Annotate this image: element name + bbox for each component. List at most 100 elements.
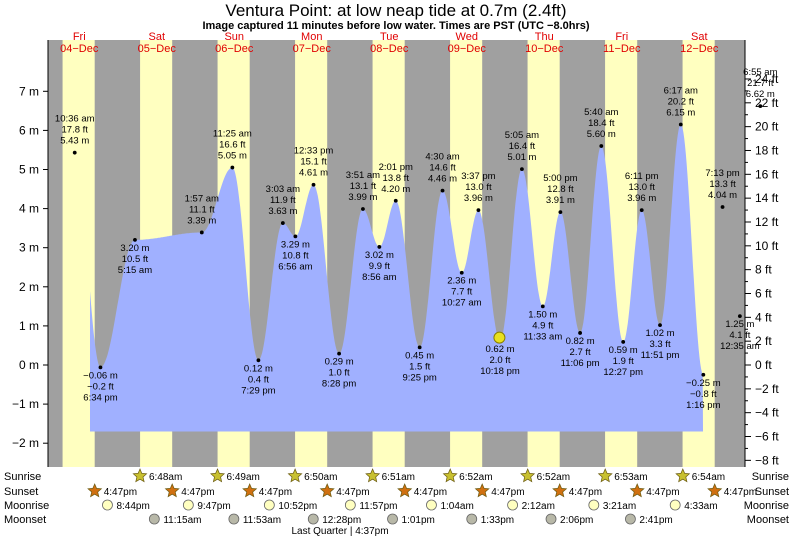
- row-label-left: Moonset: [4, 514, 46, 526]
- tide-extreme-label: 2:01 pm: [379, 162, 413, 173]
- tide-extreme-label: 11.1 ft: [189, 204, 215, 215]
- tide-extreme-label: 21.7 ft: [747, 78, 774, 89]
- moonset-time: 1:33pm: [481, 515, 514, 526]
- y-tick-label-m: 1 m: [19, 319, 39, 333]
- moonrise-icon: [426, 499, 437, 511]
- moonrise-time: 2:12am: [522, 501, 555, 512]
- sunrise-icon: [597, 468, 613, 483]
- sunset-time: 4:47pm: [259, 487, 292, 498]
- date-label: 10−Dec: [525, 43, 564, 55]
- y-tick-label-ft: 8 ft: [755, 263, 772, 277]
- tide-extreme-label: 3.29 m: [281, 239, 310, 250]
- y-tick-label-ft: 4 ft: [755, 310, 772, 324]
- tide-extreme-label: 13.3 ft: [709, 179, 736, 190]
- tide-extreme-label: 1.50 m: [528, 309, 557, 320]
- day-of-week-label: Fri: [615, 31, 628, 43]
- current-level-marker: [493, 331, 506, 344]
- tide-extreme-label: 12:27 pm: [603, 367, 643, 378]
- y-tick-label-ft: −6 ft: [755, 430, 779, 444]
- tide-extreme-label: 11.9 ft: [270, 195, 296, 206]
- sunset-time: 4:47pm: [104, 487, 137, 498]
- tide-extreme-label: 11:51 pm: [641, 350, 680, 361]
- moonset-time: 1:01pm: [402, 515, 435, 526]
- tide-extreme-label: 9.9 ft: [369, 261, 390, 272]
- tide-extreme-label: 6:56 am: [278, 261, 312, 272]
- tide-extreme-label: 0.62 m: [485, 344, 514, 355]
- y-tick-label-m: −1 m: [12, 397, 39, 411]
- sunset-icon: [397, 483, 413, 498]
- tide-area: [90, 124, 703, 432]
- tide-extreme-label: 4.04 m: [708, 190, 737, 201]
- row-label-left: Sunset: [4, 486, 38, 498]
- y-tick-label-m: 2 m: [19, 280, 39, 294]
- tide-curve: [90, 124, 703, 432]
- day-of-week-label: Thu: [535, 31, 554, 43]
- tide-extreme-label: 15.1 ft: [300, 157, 327, 168]
- tide-extreme-label: 1.25 m: [725, 319, 754, 330]
- sun-moon-rows: Sunrise Sunrise Sunset Sunset Moonrise Moonri…: [4, 468, 789, 526]
- moonrise-time: 11:57pm: [359, 501, 397, 512]
- high-tide-point: [599, 144, 604, 148]
- night-band: [48, 40, 63, 467]
- tide-extreme-label: 3.20 m: [120, 243, 149, 254]
- high-tide-point: [758, 104, 763, 109]
- tide-extreme-label: 17.8 ft: [62, 125, 89, 136]
- moonrise-icon: [182, 499, 194, 511]
- low-tide-point: [133, 237, 137, 242]
- sunset-icon: [164, 483, 180, 498]
- tide-extreme-label: 11:33 am: [523, 331, 562, 342]
- high-tide-point: [558, 210, 563, 215]
- sunrise-icon: [132, 468, 148, 483]
- y-tick-label-ft: 24 ft: [755, 72, 779, 86]
- date-label: 04−Dec: [60, 43, 99, 55]
- tide-extreme-label: 13.0 ft: [629, 182, 656, 193]
- tide-extreme-label: 4.9 ft: [532, 320, 553, 331]
- tide-extreme-label: −0.06 m: [83, 370, 118, 381]
- y-tick-label-ft: 2 ft: [755, 334, 772, 348]
- sunset-icon: [242, 483, 258, 498]
- tide-extreme-label: 20.2 ft: [668, 97, 695, 108]
- sunrise-icon: [520, 468, 536, 483]
- sunset-icon: [707, 483, 723, 498]
- tide-extreme-label: 10.5 ft: [122, 254, 149, 265]
- tide-extreme-label: 5:00 pm: [543, 173, 577, 184]
- low-tide-point: [540, 304, 545, 309]
- tide-extreme-label: 16.6 ft: [219, 140, 246, 151]
- y-tick-label-m: 5 m: [19, 163, 39, 177]
- high-tide-point: [520, 167, 524, 172]
- y-tick-label-m: 7 m: [19, 84, 39, 98]
- tide-extreme-label: 7.7 ft: [451, 287, 472, 298]
- tide-extreme-label: 6.15 m: [666, 108, 695, 119]
- tide-extreme-label: 0.59 m: [609, 345, 638, 356]
- tide-extreme-label: 11:25 am: [213, 129, 252, 140]
- moonrise-icon: [102, 499, 113, 511]
- day-of-week-label: Sat: [691, 31, 708, 43]
- sunset-icon: [629, 483, 645, 498]
- tide-extreme-label: 10:18 pm: [480, 366, 520, 377]
- date-label: 09−Dec: [448, 43, 487, 55]
- tide-extreme-label: 1:57 am: [185, 193, 219, 204]
- moonset-time: 11:53am: [243, 515, 281, 526]
- tide-extreme-label: 1.02 m: [645, 328, 674, 339]
- sunset-icon: [552, 483, 568, 498]
- tide-extreme-label: 5:40 am: [584, 107, 618, 118]
- tide-extreme-label: 3.96 m: [464, 193, 493, 204]
- y-tick-label-m: 4 m: [19, 202, 39, 216]
- tide-extreme-label: 8:28 pm: [322, 379, 356, 390]
- tide-extreme-label: −0.8 ft: [690, 389, 717, 400]
- tide-extreme-label: −0.25 m: [686, 378, 721, 389]
- moonrise-time: 1:04am: [440, 501, 473, 512]
- y-tick-label-ft: 0 ft: [755, 358, 772, 372]
- high-tide-point: [678, 122, 683, 127]
- tide-extreme-label: 6:34 pm: [83, 392, 117, 403]
- moonset-time: 11:15am: [163, 515, 201, 526]
- tide-extreme-label: 10:27 am: [442, 298, 482, 309]
- tide-extreme-label: 5.05 m: [218, 151, 247, 162]
- axes: −2 m −1 m 0 m 1 m 2 m 3 m 4 m 5 m 6 m 7 m −8 ft −6 …: [12, 40, 779, 467]
- tide-extreme-label: 3:03 am: [266, 184, 300, 195]
- high-tide-point: [720, 205, 725, 209]
- moonrise-time: 4:33am: [684, 501, 717, 512]
- chart-title: Ventura Point: at low neap tide at 0.7m …: [225, 1, 566, 20]
- moonset-time: 2:41pm: [639, 515, 672, 526]
